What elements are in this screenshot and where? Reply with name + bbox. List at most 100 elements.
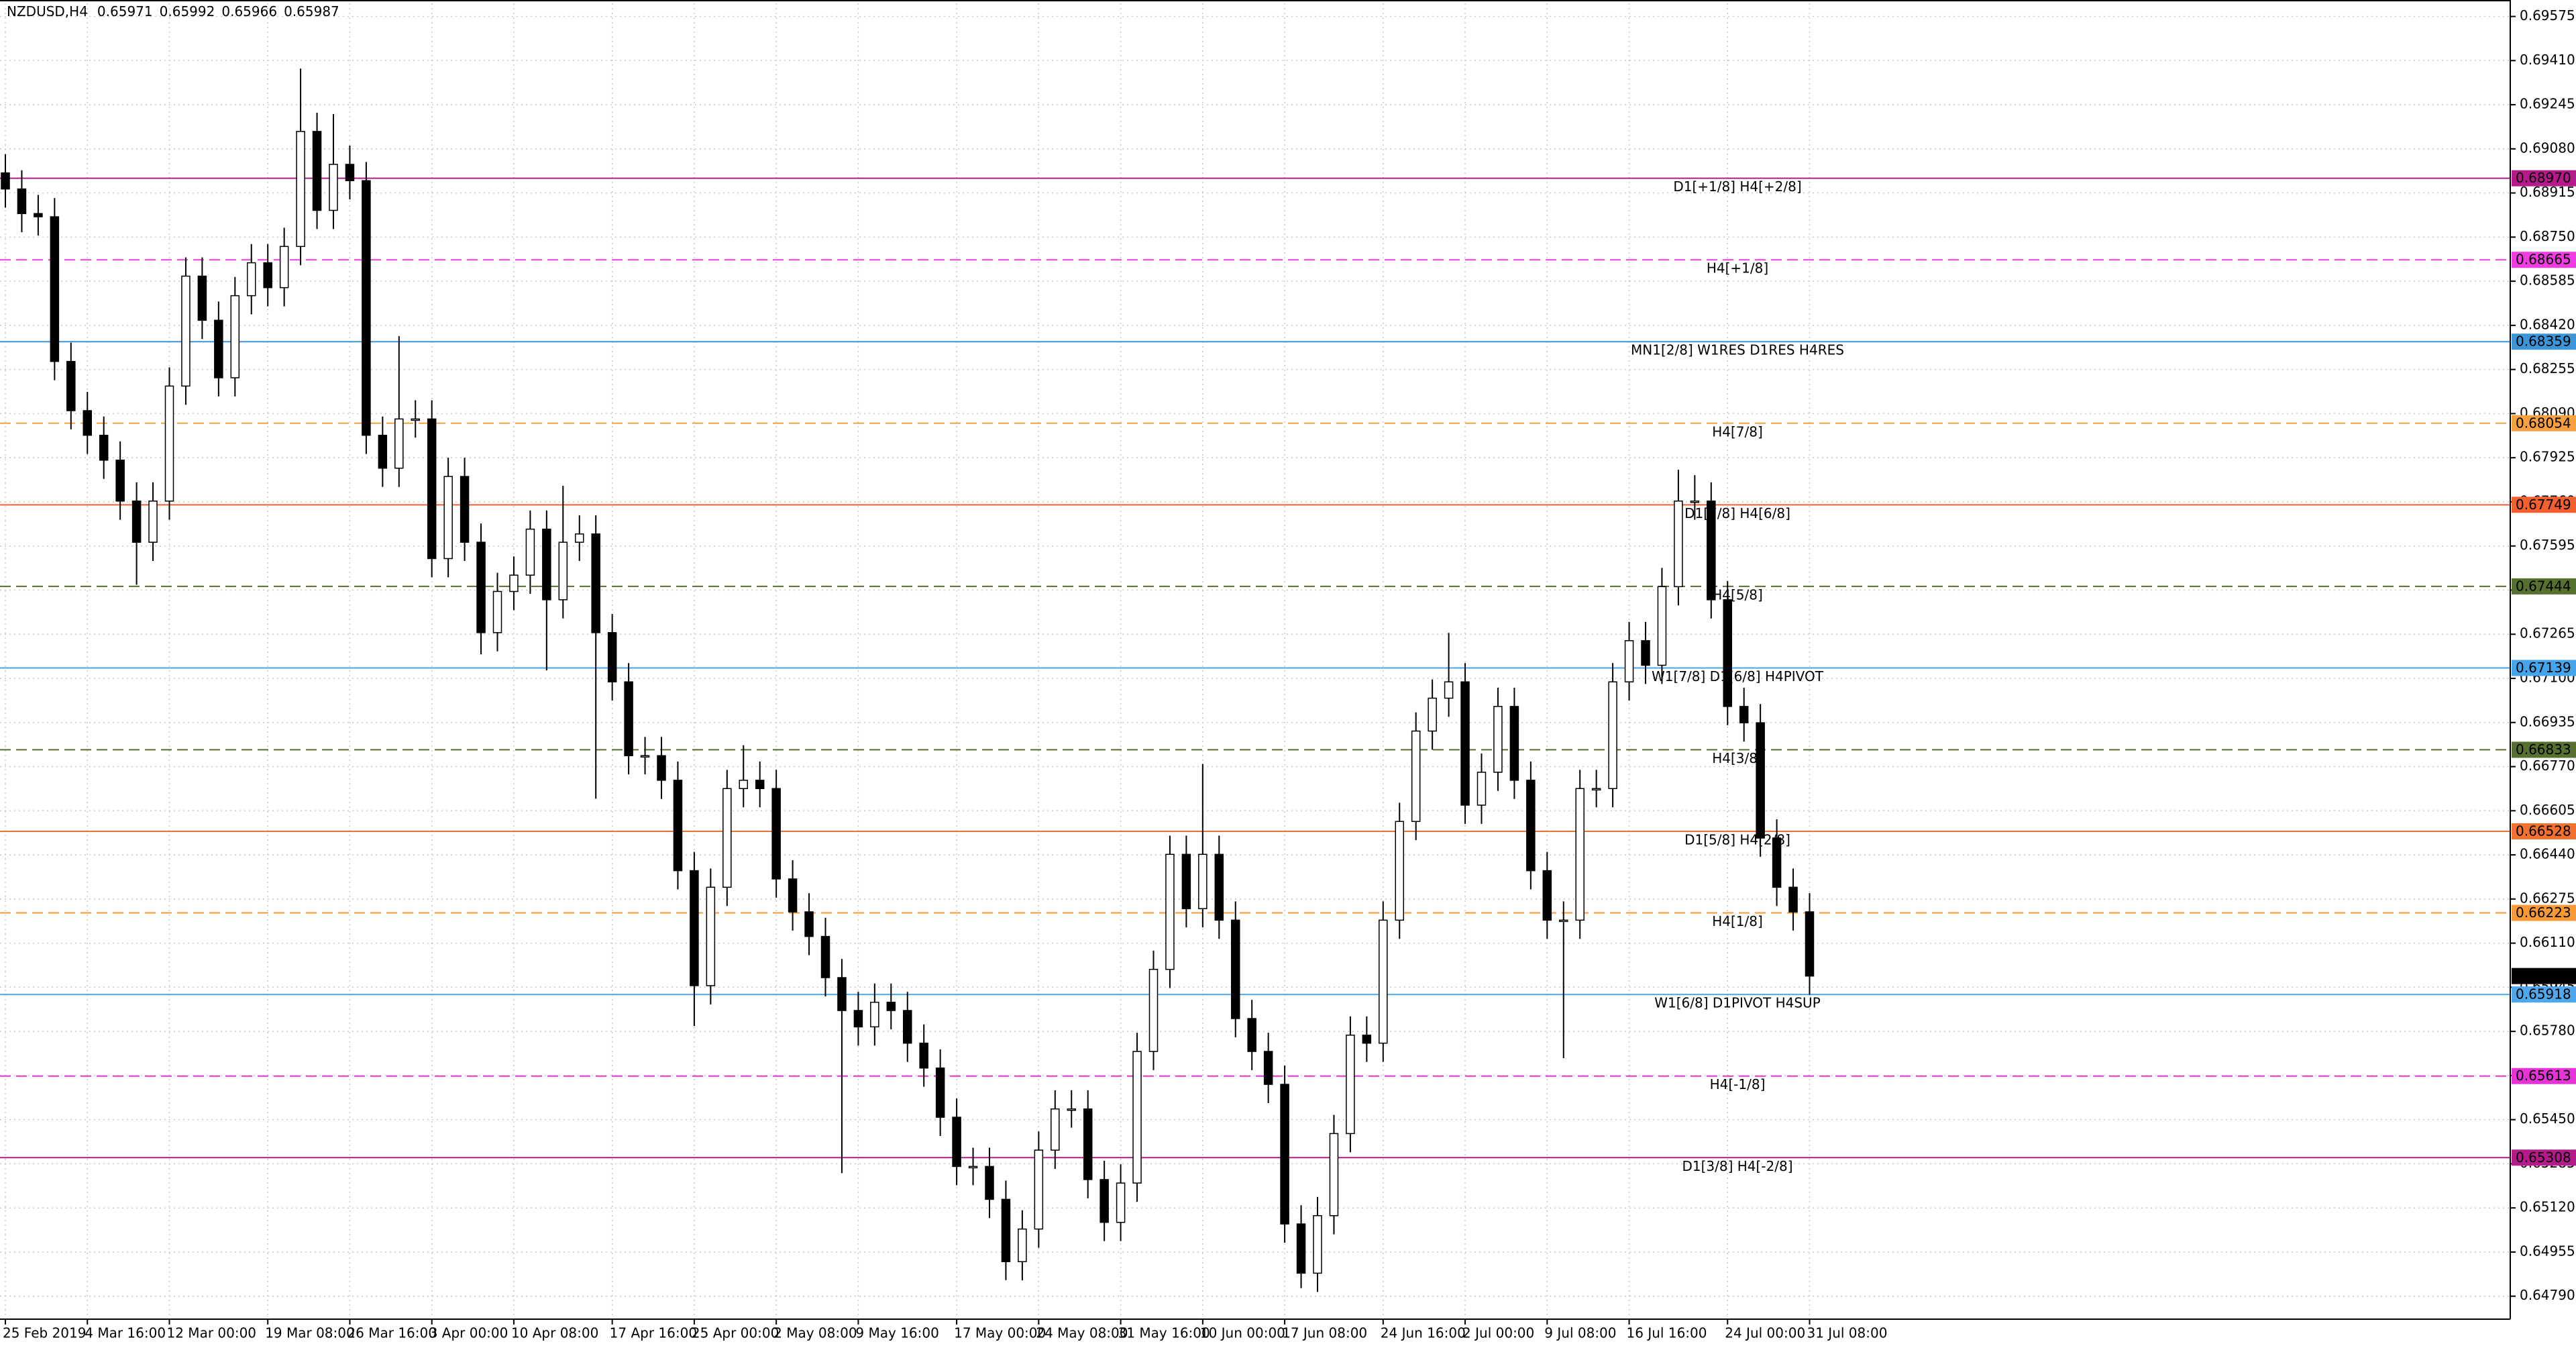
candle-body — [820, 935, 830, 978]
candle-body — [739, 780, 748, 789]
level-price-box — [2512, 578, 2576, 594]
candle-body — [1051, 1108, 1060, 1151]
candle-body — [66, 360, 76, 411]
y-tick-label: 0.68750 — [2520, 228, 2575, 244]
candle-body — [968, 1166, 978, 1169]
level-price-box — [2512, 252, 2576, 268]
level-price-box — [2512, 660, 2576, 676]
candle-body — [17, 188, 27, 215]
y-tick-label: 0.66770 — [2520, 758, 2575, 774]
x-tick-label: 25 Feb 2019 — [3, 1325, 86, 1341]
y-tick-label: 0.67265 — [2520, 625, 2575, 641]
y-tick-label: 0.66440 — [2520, 846, 2575, 862]
level-text: H4[3/8] — [1712, 750, 1763, 766]
candle-body — [607, 632, 617, 682]
x-tick-label: 31 May 16:00 — [1118, 1325, 1210, 1341]
candle-body — [1756, 722, 1765, 839]
level-price-box — [2512, 1068, 2576, 1084]
x-tick-label: 12 Mar 00:00 — [167, 1325, 257, 1341]
candle-body — [771, 788, 781, 880]
x-tick-label: 26 Mar 16:00 — [347, 1325, 437, 1341]
x-tick-label: 17 May 00:00 — [954, 1325, 1046, 1341]
level-text: MN1[2/8] W1RES D1RES H4RES — [1631, 342, 1844, 358]
candle-body — [312, 131, 322, 211]
candle-body — [1690, 501, 1700, 503]
y-tick-label: 0.69245 — [2520, 96, 2575, 112]
x-tick-label: 19 Mar 08:00 — [265, 1325, 355, 1341]
y-tick-label: 0.67595 — [2520, 537, 2575, 553]
candle-body — [99, 434, 109, 461]
y-tick-label: 0.64790 — [2520, 1287, 2575, 1303]
candle-body — [640, 755, 650, 758]
candle-body — [1181, 853, 1191, 909]
y-tick-label: 0.65120 — [2520, 1199, 2575, 1215]
y-tick-label: 0.66275 — [2520, 890, 2575, 906]
candle-body — [1526, 780, 1536, 872]
candle-body — [722, 788, 732, 888]
candle-body — [131, 501, 142, 543]
level-text: H4[1/8] — [1712, 913, 1763, 929]
candle-body — [148, 501, 158, 543]
y-tick-label: 0.69575 — [2520, 7, 2575, 23]
level-price-label: 0.68970 — [2516, 170, 2571, 186]
level-text: W1[7/8] D1[6/8] H4PIVOT — [1652, 668, 1824, 684]
candle-body — [411, 418, 420, 421]
x-tick-label: 9 May 16:00 — [855, 1325, 938, 1341]
candle-body — [1411, 730, 1421, 822]
candle-body — [1083, 1108, 1093, 1180]
level-text: D1[3/8] H4[-2/8] — [1682, 1158, 1792, 1174]
header: NZDUSD,H4 0.65971 0.65992 0.65966 0.65987 — [7, 3, 339, 19]
candle-body — [1116, 1182, 1126, 1223]
candle-body — [591, 533, 600, 633]
y-tick-label: 0.66110 — [2520, 934, 2575, 950]
y-tick-label: 0.68585 — [2520, 272, 2575, 289]
y-tick-label: 0.68915 — [2520, 184, 2575, 200]
level-price-label: 0.68054 — [2516, 415, 2571, 431]
candle-body — [247, 262, 256, 297]
candle-body — [1, 172, 10, 190]
x-tick-label: 3 Apr 00:00 — [429, 1325, 508, 1341]
candle-body — [1641, 640, 1650, 666]
x-tick-label: 10 Apr 08:00 — [511, 1325, 598, 1341]
candle-body — [1559, 919, 1568, 923]
candle-body — [1099, 1179, 1109, 1223]
candle-body — [476, 541, 486, 633]
candle-body — [50, 216, 60, 362]
level-price-box — [2512, 497, 2576, 513]
candle-body — [1165, 853, 1175, 970]
candle-body — [755, 780, 765, 789]
level-price-label: 0.66223 — [2516, 904, 2571, 921]
candle-body — [492, 590, 502, 633]
y-tick-label: 0.66605 — [2520, 802, 2575, 818]
level-price-box — [2512, 741, 2576, 758]
level-price-label: 0.65308 — [2516, 1149, 2571, 1166]
level-price-label: 0.68359 — [2516, 333, 2571, 350]
y-tick-label: 0.68420 — [2520, 316, 2575, 332]
candle-body — [427, 418, 437, 560]
candle-body — [624, 681, 633, 756]
candle-body — [1477, 772, 1487, 806]
candle-body — [197, 275, 207, 321]
candle-body — [1313, 1215, 1322, 1274]
y-tick-label: 0.65450 — [2520, 1110, 2575, 1127]
candle-body — [575, 533, 584, 543]
candle-body — [1362, 1034, 1372, 1044]
candle-body — [230, 295, 240, 378]
level-text: H4[-1/8] — [1710, 1076, 1766, 1092]
candle-body — [870, 1001, 879, 1028]
candle-body — [345, 164, 355, 182]
x-tick-label: 24 Jul 00:00 — [1725, 1325, 1805, 1341]
candle-body — [1509, 706, 1519, 781]
x-tick-label: 17 Jun 08:00 — [1282, 1325, 1367, 1341]
level-text: H4[7/8] — [1712, 423, 1763, 439]
level-text: D1[+1/8] H4[+2/8] — [1673, 178, 1801, 195]
header-open: 0.65971 — [97, 3, 153, 19]
candle-body — [509, 574, 519, 592]
level-text: D1[7/8] H4[6/8] — [1684, 505, 1790, 521]
candle-body — [1018, 1228, 1027, 1263]
candle-body — [34, 213, 43, 217]
